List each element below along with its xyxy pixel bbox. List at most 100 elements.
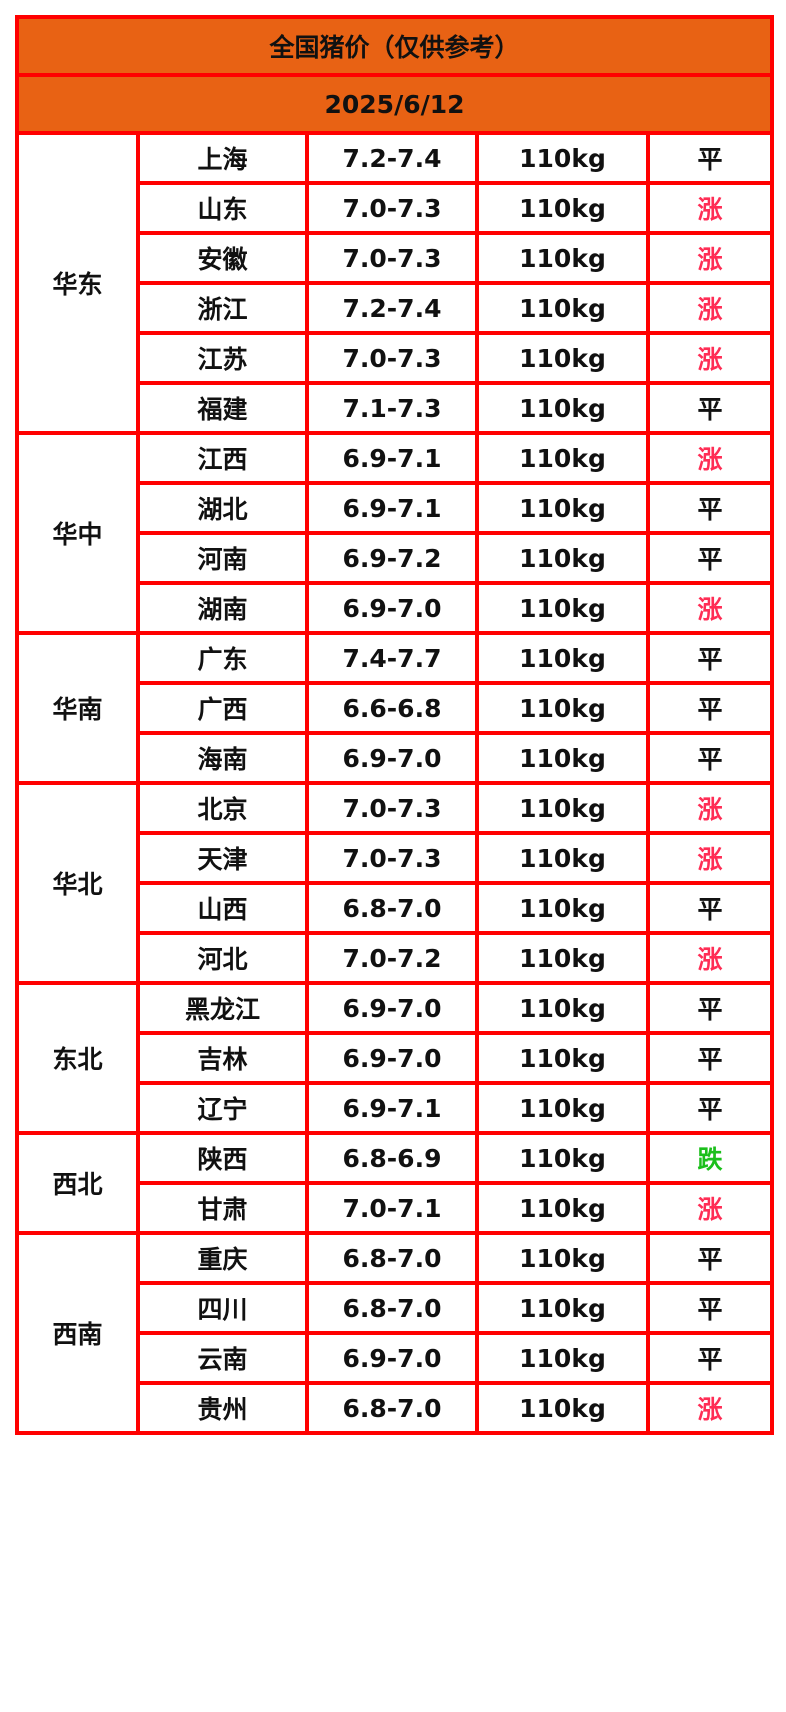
province-cell: 黑龙江 — [136, 981, 309, 1035]
weight-cell: 110kg — [475, 1131, 650, 1185]
table-row: 浙江 7.2-7.4 110kg 涨 — [17, 281, 775, 335]
table-row: 湖南 6.9-7.0 110kg 涨 — [17, 581, 775, 635]
table-row: 华东 上海 7.2-7.4 110kg 平 — [15, 131, 775, 435]
price-cell: 6.8-6.9 — [305, 1131, 479, 1185]
table-date: 2025/6/12 — [14, 73, 775, 135]
table-row: 东北 黑龙江 6.9-7.0 110kg 平 — [15, 981, 775, 1135]
weight-cell: 110kg — [475, 731, 650, 785]
trend-cell: 涨 — [645, 781, 775, 835]
trend-cell: 平 — [645, 981, 775, 1035]
weight-cell: 110kg — [475, 481, 650, 535]
price-cell: 6.6-6.8 — [305, 681, 479, 735]
price-cell: 6.9-7.1 — [305, 481, 479, 535]
province-cell: 甘肃 — [136, 1181, 309, 1235]
weight-cell: 110kg — [475, 1031, 650, 1085]
province-cell: 山西 — [136, 881, 309, 935]
price-cell: 7.0-7.3 — [305, 781, 479, 835]
province-cell: 湖南 — [136, 581, 309, 635]
trend-cell: 平 — [645, 481, 775, 535]
province-cell: 浙江 — [136, 281, 309, 335]
price-cell: 7.4-7.7 — [305, 631, 479, 685]
price-cell: 7.0-7.3 — [305, 331, 479, 385]
weight-cell: 110kg — [475, 1381, 650, 1435]
region-cell: 华南 — [15, 631, 140, 785]
table-row: 江苏 7.0-7.3 110kg 涨 — [17, 331, 775, 385]
table-row: 四川 6.8-7.0 110kg 平 — [17, 1281, 775, 1335]
table-row: 辽宁 6.9-7.1 110kg 平 — [17, 1081, 775, 1135]
trend-cell: 涨 — [645, 231, 775, 285]
weight-cell: 110kg — [475, 831, 650, 885]
weight-cell: 110kg — [475, 231, 650, 285]
table-title: 全国猪价（仅供参考） — [14, 15, 775, 77]
trend-cell: 涨 — [645, 581, 775, 635]
weight-cell: 110kg — [475, 431, 650, 485]
weight-cell: 110kg — [475, 1181, 650, 1235]
price-cell: 6.9-7.0 — [305, 731, 479, 785]
price-cell: 7.2-7.4 — [305, 281, 479, 335]
price-cell: 7.0-7.3 — [305, 831, 479, 885]
trend-cell: 涨 — [645, 831, 775, 885]
price-cell: 6.9-7.0 — [305, 1331, 479, 1385]
province-cell: 重庆 — [136, 1231, 309, 1285]
weight-cell: 110kg — [475, 331, 650, 385]
price-cell: 6.9-7.0 — [305, 1031, 479, 1085]
province-cell: 贵州 — [136, 1381, 309, 1435]
table-row: 甘肃 7.0-7.1 110kg 涨 — [17, 1181, 775, 1235]
weight-cell: 110kg — [475, 1281, 650, 1335]
trend-cell: 平 — [645, 1331, 775, 1385]
trend-cell: 平 — [645, 1231, 775, 1285]
price-cell: 7.2-7.4 — [305, 131, 479, 185]
weight-cell: 110kg — [475, 531, 650, 585]
price-cell: 7.0-7.2 — [305, 931, 479, 985]
table-row: 华南 广东 7.4-7.7 110kg 平 — [15, 631, 775, 785]
trend-cell: 平 — [645, 1081, 775, 1135]
table-row: 河南 6.9-7.2 110kg 平 — [17, 531, 775, 585]
trend-cell: 涨 — [645, 181, 775, 235]
trend-cell: 平 — [645, 381, 775, 435]
price-cell: 7.0-7.1 — [305, 1181, 479, 1235]
region-cell: 华东 — [15, 131, 140, 435]
province-cell: 天津 — [136, 831, 309, 885]
weight-cell: 110kg — [475, 1331, 650, 1385]
weight-cell: 110kg — [475, 131, 650, 185]
price-cell: 6.9-7.0 — [305, 981, 479, 1035]
weight-cell: 110kg — [475, 281, 650, 335]
province-cell: 安徽 — [136, 231, 309, 285]
table-row: 海南 6.9-7.0 110kg 平 — [17, 731, 775, 785]
province-cell: 江西 — [136, 431, 309, 485]
province-cell: 云南 — [136, 1331, 309, 1385]
region-cell: 华北 — [15, 781, 140, 985]
weight-cell: 110kg — [475, 181, 650, 235]
table-row: 安徽 7.0-7.3 110kg 涨 — [17, 231, 775, 285]
table-row: 华中 江西 6.9-7.1 110kg 涨 — [15, 431, 775, 635]
table-row: 广西 6.6-6.8 110kg 平 — [17, 681, 775, 735]
trend-cell: 涨 — [645, 931, 775, 985]
price-cell: 6.8-7.0 — [305, 881, 479, 935]
price-cell: 6.8-7.0 — [305, 1231, 479, 1285]
price-cell: 7.1-7.3 — [305, 381, 479, 435]
province-cell: 河南 — [136, 531, 309, 585]
price-cell: 6.9-7.1 — [305, 1081, 479, 1135]
table-row: 湖北 6.9-7.1 110kg 平 — [17, 481, 775, 535]
province-cell: 上海 — [136, 131, 309, 185]
province-cell: 广西 — [136, 681, 309, 735]
weight-cell: 110kg — [475, 1081, 650, 1135]
trend-cell: 平 — [645, 1281, 775, 1335]
trend-cell: 跌 — [645, 1131, 775, 1185]
region-cell: 华中 — [15, 431, 140, 635]
province-cell: 广东 — [136, 631, 309, 685]
trend-cell: 涨 — [645, 431, 775, 485]
trend-cell: 涨 — [645, 281, 775, 335]
table-row: 贵州 6.8-7.0 110kg 涨 — [17, 1381, 775, 1435]
trend-cell: 平 — [645, 131, 775, 185]
trend-cell: 平 — [645, 631, 775, 685]
trend-cell: 平 — [645, 681, 775, 735]
price-cell: 6.8-7.0 — [305, 1281, 479, 1335]
region-cell: 西南 — [15, 1231, 140, 1435]
trend-cell: 平 — [645, 881, 775, 935]
trend-cell: 平 — [645, 531, 775, 585]
province-cell: 海南 — [136, 731, 309, 785]
province-cell: 北京 — [136, 781, 309, 835]
region-cell: 东北 — [15, 981, 140, 1135]
table-row: 山东 7.0-7.3 110kg 涨 — [17, 181, 775, 235]
